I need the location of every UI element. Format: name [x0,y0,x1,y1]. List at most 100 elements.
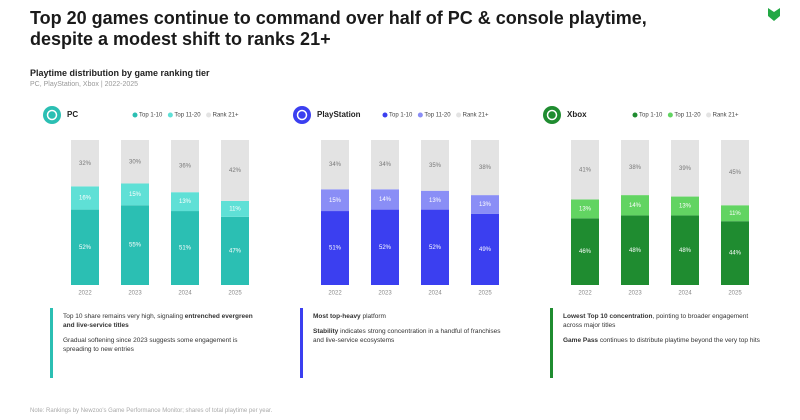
bar-segment [71,140,99,187]
note-item: Stability indicates strong concentration… [313,327,513,345]
bar-segment [171,192,199,212]
bar-segment [371,209,399,285]
value-label: 45% [729,170,742,176]
x-tick-label: 2024 [178,291,192,297]
platform-icon-inner [546,109,558,121]
platform-icon [543,106,561,124]
bar-segment [471,140,499,196]
note-text: Most top-heavy [313,313,361,320]
x-tick-label: 2023 [628,291,642,297]
note-text: indicates strong concentration in a hand… [313,328,501,344]
note-text: Lowest Top 10 concentration [563,313,653,320]
note-item: Game Pass continues to distribute playti… [563,336,763,345]
legend-label: Top 1-10 [139,113,163,119]
value-label: 13% [179,199,192,205]
note-text: , pointing to broader engagement across … [563,313,749,329]
value-label: 47% [229,249,242,255]
bar-segment [571,199,599,219]
legend-swatch [206,112,212,118]
platform-icon-inner [296,109,308,121]
subtitle: Playtime distribution by game ranking ti… [30,68,210,78]
bar-segment [371,140,399,190]
note-item: Lowest Top 10 concentration, pointing to… [563,312,763,330]
x-tick-label: 2024 [678,291,692,297]
bar-segment [321,189,349,212]
legend-swatch [667,112,673,118]
footnote: Note: Rankings by Newzoo's Game Performa… [30,408,273,414]
note-text: entrenched evergreen and live-service ti… [63,313,253,329]
note-text: Top 10 share remains very high, signalin… [63,313,185,320]
bar-segment [321,211,349,285]
bar-segment [721,205,749,222]
value-label: 51% [329,246,342,252]
legend-label: Top 11-20 [174,113,201,119]
bar-segment [621,215,649,285]
note-text: continues to distribute playtime beyond … [598,337,760,344]
platform-icon [43,106,61,124]
value-label: 16% [79,196,92,202]
legend-swatch [456,112,462,118]
value-label: 49% [479,247,492,253]
x-tick-label: 2025 [478,291,492,297]
value-label: 34% [329,162,342,168]
value-label: 13% [579,206,592,212]
bar-segment [571,218,599,285]
x-tick-label: 2022 [328,291,342,297]
source: PC, PlayStation, Xbox | 2022-2025 [30,81,139,88]
bar-segment [121,183,149,206]
value-label: 51% [179,246,192,252]
legend-swatch [632,112,638,118]
legend-swatch [382,112,388,118]
value-label: 36% [179,164,192,170]
x-tick-label: 2023 [128,291,142,297]
bar-segment [221,200,249,217]
bar-segment [621,195,649,216]
legend-label: Rank 21+ [713,113,739,119]
bar-segment [421,140,449,191]
note-text: Gradual softening since 2023 suggests so… [63,337,238,353]
value-label: 48% [679,248,692,254]
legend-swatch [417,112,423,118]
bar-segment [471,195,499,214]
legend-swatch [132,112,138,118]
platform-icon-inner [46,109,58,121]
value-label: 32% [79,161,92,167]
bar-segment [721,140,749,206]
value-label: 39% [679,166,692,172]
value-label: 14% [629,203,642,209]
notes: Lowest Top 10 concentration, pointing to… [550,308,763,378]
legend-label: Rank 21+ [213,113,239,119]
value-label: 52% [379,245,392,251]
note-text: Game Pass [563,337,599,344]
legend-label: Top 1-10 [389,113,413,119]
value-label: 15% [129,192,142,198]
value-label: 11% [729,211,741,217]
note-item: Top 10 share remains very high, signalin… [63,312,263,330]
value-label: 38% [629,165,642,171]
platform-icon [293,106,311,124]
legend-label: Rank 21+ [463,113,489,119]
bar-segment [171,140,199,193]
chart-title: Xbox [567,110,587,119]
logo [768,8,780,21]
bar-segment [221,216,249,285]
bar-segment [721,221,749,285]
value-label: 15% [329,198,342,204]
bar-segment [671,140,699,197]
x-tick-label: 2022 [78,291,92,297]
chart-title: PlayStation [317,110,361,119]
bar-segment [121,205,149,285]
value-label: 13% [429,198,442,204]
chart-title: PC [67,110,78,119]
bar-segment [571,140,599,200]
value-label: 34% [379,162,392,168]
value-label: 52% [429,245,442,251]
bar-segment [71,209,99,285]
value-label: 13% [679,204,692,210]
legend-swatch [706,112,712,118]
note-item: Most top-heavy platform [313,312,513,321]
value-label: 41% [579,167,592,173]
bar-segment [221,140,249,201]
x-tick-label: 2023 [378,291,392,297]
